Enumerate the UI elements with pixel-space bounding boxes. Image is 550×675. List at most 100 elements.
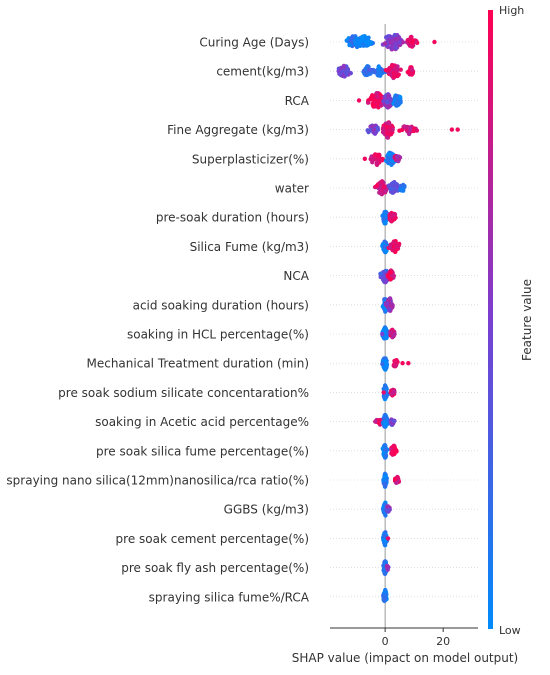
shap-point [371, 103, 377, 108]
shap-point [385, 504, 390, 509]
shap-point [375, 152, 381, 158]
shap-point [389, 35, 394, 40]
feature-label: soaking in HCL percentage(%) [127, 328, 309, 342]
shap-point [392, 32, 397, 38]
shap-point [359, 38, 364, 44]
shap-point [385, 100, 390, 105]
feature-label: Silica Fume (kg/m3) [190, 240, 309, 254]
shap-point [390, 248, 396, 253]
x-tick-label: 20 [436, 635, 450, 648]
shap-point [390, 181, 396, 186]
shap-point [387, 103, 393, 108]
shap-outlier-point [381, 390, 386, 395]
shap-point [381, 596, 386, 602]
feature-label: Fine Aggregate (kg/m3) [167, 123, 309, 137]
shap-point [381, 217, 386, 222]
colorbar-gradient [488, 10, 493, 629]
shap-point [388, 186, 394, 191]
feature-labels: Curing Age (Days) cement(kg/m3) RCA Fine Ag… [6, 36, 309, 605]
shap-point [374, 160, 380, 165]
shap-point [382, 571, 388, 577]
shap-point [414, 128, 420, 133]
shap-point [388, 270, 393, 275]
shap-point [386, 120, 392, 126]
feature-label: RCA [285, 94, 310, 108]
shap-point [385, 124, 390, 130]
shap-point [364, 40, 369, 45]
shap-outlier-point [385, 536, 391, 541]
shap-point [381, 184, 387, 189]
colorbar: High Low Feature value [488, 4, 534, 637]
shap-point [392, 389, 397, 394]
shap-point [383, 421, 388, 427]
shap-point [389, 451, 394, 456]
shap-point [343, 70, 349, 76]
shap-point [391, 273, 397, 279]
shap-point [380, 129, 386, 135]
shap-points [336, 32, 460, 604]
feature-label: Superplasticizer(%) [192, 152, 309, 166]
shap-point [397, 40, 402, 45]
shap-point [408, 126, 413, 131]
shap-point [392, 477, 398, 482]
shap-outlier-point [432, 39, 437, 45]
colorbar-title: Feature value [520, 279, 534, 361]
shap-point [384, 301, 390, 306]
shap-point [385, 135, 390, 140]
feature-label: NCA [283, 269, 309, 283]
shap-point [378, 191, 384, 196]
shap-point [382, 41, 388, 46]
shap-point [382, 542, 388, 547]
shap-point [382, 481, 387, 486]
shap-point [409, 67, 415, 72]
x-axis-ticks: 0 20 [382, 628, 450, 648]
shap-point [379, 180, 384, 185]
shap-point [341, 63, 347, 69]
shap-point [380, 361, 385, 367]
shap-point [390, 63, 395, 68]
shap-point [381, 477, 387, 483]
shap-point [406, 131, 412, 137]
shap-point [375, 127, 381, 132]
shap-point [393, 215, 398, 220]
feature-label: cement(kg/m3) [216, 65, 309, 79]
shap-point [400, 40, 406, 45]
colorbar-high-label: High [499, 4, 524, 17]
shap-point [392, 212, 398, 217]
feature-label: Curing Age (Days) [199, 36, 309, 50]
shap-point [391, 419, 397, 424]
shap-point [349, 35, 355, 40]
shap-point [391, 71, 397, 76]
shap-point [381, 593, 386, 598]
shap-point [382, 533, 387, 539]
feature-label: GGBS (kg/m3) [224, 503, 309, 517]
shap-point [383, 188, 389, 193]
feature-label: spraying nano silica(12mm)nanosilica/rca… [6, 474, 309, 488]
shap-point [394, 154, 400, 160]
shap-point [369, 94, 375, 99]
feature-label: pre soak fly ash percentage(%) [121, 561, 309, 575]
shap-point [388, 128, 393, 133]
shap-point [384, 248, 389, 254]
shap-point [407, 43, 413, 48]
feature-gridlines [330, 41, 478, 598]
shap-point [383, 326, 388, 332]
shap-point [393, 45, 399, 51]
shap-point [385, 274, 391, 279]
feature-label: pre-soak duration (hours) [156, 211, 309, 225]
shap-point [382, 537, 387, 543]
shap-point [386, 93, 391, 99]
shap-point [379, 103, 384, 108]
shap-outlier-point [455, 127, 460, 132]
shap-point [382, 384, 388, 389]
shap-point [378, 271, 384, 276]
shap-point [371, 156, 376, 162]
x-tick-label: 0 [382, 635, 389, 648]
shap-point [392, 95, 398, 100]
shap-point [385, 567, 390, 572]
colorbar-low-label: Low [499, 624, 521, 637]
shap-point [408, 34, 414, 40]
shap-point [376, 72, 381, 78]
shap-point [368, 40, 373, 45]
shap-point [383, 447, 388, 453]
